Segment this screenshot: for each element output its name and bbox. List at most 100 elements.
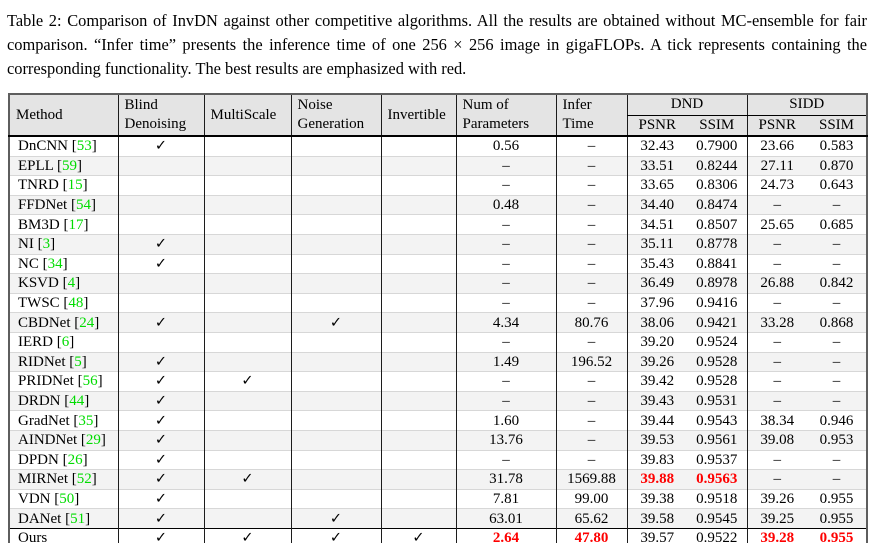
method-cell: TWSC [48]: [9, 292, 118, 313]
infer-time-cell: 47.80: [555, 527, 627, 543]
table-row: TNRD [15] – –33.65 0.8306 24.73 0.643: [9, 175, 868, 196]
method-name: AINDNet: [18, 432, 78, 449]
blind-denoising-tick-cell: ✓: [117, 371, 204, 392]
num-parameters-cell: 0.48: [455, 194, 556, 215]
citation-number: 3: [42, 236, 51, 253]
infer-time-cell: –: [555, 390, 627, 411]
dnd-ssim-cell: 0.9531: [687, 390, 747, 411]
comparison-table: Method Blind Denoising MultiScale Noise …: [8, 93, 869, 543]
citation-number: 15: [67, 177, 83, 194]
method-name: DPDN: [18, 451, 59, 468]
method-name: VDN: [18, 490, 51, 507]
invertible-tick-cell: [380, 312, 456, 333]
noise-generation-tick-cell: [290, 331, 381, 353]
sidd-ssim-cell: 0.643: [807, 175, 868, 196]
num-parameters-cell: 31.78: [455, 469, 556, 490]
method-name: DRDN: [18, 393, 61, 410]
checkmark-icon: ✓: [154, 138, 168, 155]
citation-number: 29: [85, 432, 101, 449]
sidd-ssim-cell: –: [807, 233, 868, 255]
dnd-ssim-cell: 0.9563: [687, 469, 747, 490]
header-num-parameters: Num of Parameters: [455, 94, 556, 137]
sidd-psnr-cell: 27.11: [746, 155, 807, 176]
sidd-psnr-cell: –: [746, 233, 807, 255]
dnd-psnr-cell: 39.26: [626, 351, 687, 372]
blind-denoising-tick-cell: ✓: [117, 312, 204, 333]
invertible-tick-cell: ✓: [380, 527, 456, 543]
noise-generation-tick-cell: [290, 273, 381, 294]
dnd-ssim-cell: 0.9528: [687, 351, 747, 372]
blind-denoising-tick-cell: ✓: [117, 351, 204, 372]
dnd-ssim-cell: 0.9537: [687, 449, 747, 470]
sidd-ssim-cell: 0.868: [807, 312, 868, 333]
citation-number: 59: [62, 157, 78, 174]
header-row-top: Method Blind Denoising MultiScale Noise …: [9, 94, 868, 137]
num-parameters-cell: –: [455, 390, 556, 411]
table-row: DPDN [26] ✓ – –39.83 0.9537– –: [9, 449, 868, 470]
method-name: CBDNet: [18, 314, 71, 331]
dnd-psnr-cell: 39.20: [626, 331, 687, 353]
table-row: DnCNN [53] ✓ 0.56–32.43 0.7900 23.66 0.583: [9, 135, 868, 157]
table-row-ours: Ours ✓ ✓ ✓ ✓ 2.64 47.80 39.57 0.9522 39.28 0.955: [9, 527, 868, 543]
num-parameters-cell: –: [455, 331, 556, 353]
num-parameters-cell: 1.49: [455, 351, 556, 372]
infer-time-cell: –: [555, 214, 627, 235]
dnd-psnr-cell: 39.88: [626, 469, 687, 490]
sidd-psnr-cell: 39.26: [746, 488, 807, 509]
blind-denoising-tick-cell: [117, 214, 204, 235]
invertible-tick-cell: [380, 194, 456, 215]
blind-denoising-tick-cell: ✓: [117, 527, 204, 543]
invertible-tick-cell: [380, 449, 456, 470]
noise-generation-tick-cell: ✓: [290, 527, 381, 543]
method-name: Ours: [18, 530, 48, 543]
sidd-ssim-cell: –: [807, 351, 868, 372]
method-cell: NC [34]: [9, 253, 118, 274]
method-name: FFDNet: [18, 197, 68, 214]
sidd-ssim-cell: 0.946: [807, 410, 868, 431]
multiscale-tick-cell: ✓: [203, 527, 291, 543]
sidd-psnr-cell: 25.65: [746, 214, 807, 235]
header-sidd: SIDD: [746, 94, 868, 116]
sidd-ssim-cell: 0.955: [807, 508, 868, 529]
table-body: DnCNN [53] ✓ 0.56–32.43 0.7900 23.66 0.583 EPL…: [9, 135, 868, 543]
infer-time-cell: 196.52: [555, 351, 627, 372]
dnd-psnr-cell: 37.96: [626, 292, 687, 313]
dnd-ssim-cell: 0.9524: [687, 331, 747, 353]
dnd-ssim-cell: 0.8978: [687, 273, 747, 294]
method-name: MIRNet: [18, 471, 68, 488]
num-parameters-cell: –: [455, 292, 556, 313]
multiscale-tick-cell: [203, 488, 291, 509]
dnd-psnr-cell: 38.06: [626, 312, 687, 333]
blind-denoising-tick-cell: [117, 175, 204, 196]
infer-time-cell: –: [555, 371, 627, 392]
invertible-tick-cell: [380, 331, 456, 353]
num-parameters-cell: –: [455, 155, 556, 176]
citation-number: 56: [82, 373, 98, 390]
header-noise-generation: Noise Generation: [290, 94, 381, 137]
dnd-ssim-cell: 0.9518: [687, 488, 747, 509]
sidd-ssim-cell: –: [807, 390, 868, 411]
sidd-ssim-cell: –: [807, 292, 868, 313]
table-row: KSVD [4] – –36.49 0.8978 26.88 0.842: [9, 273, 868, 294]
multiscale-tick-cell: [203, 233, 291, 255]
method-cell: KSVD [4]: [9, 273, 118, 294]
multiscale-tick-cell: [203, 135, 291, 157]
noise-generation-tick-cell: [290, 429, 381, 450]
dnd-psnr-cell: 39.43: [626, 390, 687, 411]
blind-denoising-tick-cell: ✓: [117, 135, 204, 157]
num-parameters-cell: –: [455, 253, 556, 274]
table-row: DANet [51] ✓ ✓ 63.01 65.62 39.58 0.9545 39.25 0.…: [9, 508, 868, 529]
multiscale-tick-cell: [203, 331, 291, 353]
table-row: NC [34] ✓ – –35.43 0.8841– –: [9, 253, 868, 274]
dnd-psnr-cell: 39.58: [626, 508, 687, 529]
citation-number: 35: [78, 412, 94, 429]
dnd-psnr-cell: 39.57: [626, 527, 687, 543]
blind-denoising-tick-cell: ✓: [117, 390, 204, 411]
header-multiscale: MultiScale: [203, 94, 291, 137]
citation-number: 52: [76, 471, 92, 488]
citation-number: 34: [47, 255, 63, 272]
sidd-psnr-cell: –: [746, 253, 807, 274]
multiscale-tick-cell: [203, 155, 291, 176]
dnd-ssim-cell: 0.8306: [687, 175, 747, 196]
table-row: VDN [50] ✓ 7.81 99.00 39.38 0.9518 39.26 0.955: [9, 488, 868, 509]
